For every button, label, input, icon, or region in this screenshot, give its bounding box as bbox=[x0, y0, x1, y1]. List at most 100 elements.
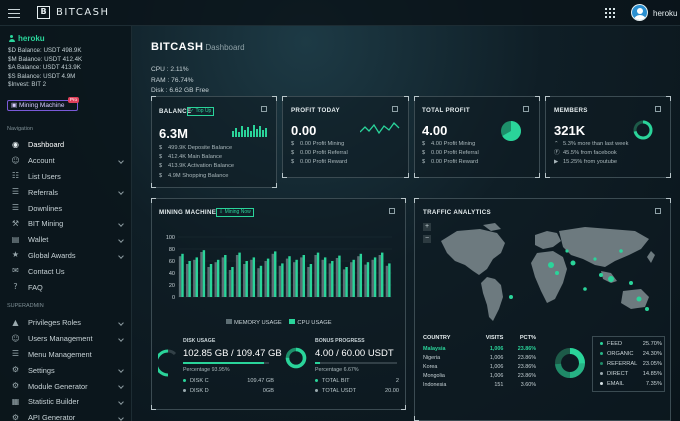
cpu-usage-bar bbox=[288, 256, 291, 297]
chevron-down-icon bbox=[118, 383, 124, 390]
table-row[interactable]: Mongolia 1,006 23.86% bbox=[423, 372, 536, 381]
profit-today-breakdown: $0.00 Profit Mining $0.00 Profit Referra… bbox=[291, 140, 348, 168]
referral-row: EMAIL 7.35% bbox=[600, 381, 662, 387]
chevron-down-icon bbox=[118, 320, 124, 326]
list-item: $4.00 Profit Mining bbox=[422, 141, 476, 147]
balance-card: BALANCE ✓ Top Up 6.3M $499.9K Deposite B… bbox=[151, 96, 277, 188]
expand-icon[interactable] bbox=[389, 208, 395, 214]
sidebar-item-list-users[interactable]: ☷ List Users bbox=[0, 169, 132, 185]
sidebar-item-privileges-roles[interactable]: ▲ Privileges Roles bbox=[0, 315, 132, 331]
account-icon: ☺ bbox=[11, 155, 20, 165]
expand-icon[interactable] bbox=[655, 208, 661, 214]
memory-usage-bar bbox=[264, 261, 267, 297]
table-row[interactable]: Korea 1,006 23.86% bbox=[423, 362, 536, 371]
table-cell-pct: 3.60% bbox=[520, 382, 536, 389]
sidebar-item-api-generator[interactable]: ⚙ API Generator bbox=[0, 410, 132, 421]
sidebar-item-global-awards[interactable]: ★ Global Awards bbox=[0, 248, 132, 264]
sidebar-item-downlines[interactable]: ☰ Downlines bbox=[0, 200, 132, 216]
sidebar-item-menu-management[interactable]: ☰ Menu Management bbox=[0, 347, 132, 363]
total-profit-value: 4.00 bbox=[422, 123, 448, 138]
legend-dot bbox=[600, 351, 603, 355]
memory-usage-bar bbox=[193, 259, 196, 297]
memory-usage-bar bbox=[307, 267, 310, 297]
user-icon bbox=[8, 35, 15, 42]
list-item: $0.00 Profit Reward bbox=[291, 159, 348, 166]
system-info: CPU : 2.11% RAM : 76.74% Disk : 6.62 GB … bbox=[151, 65, 209, 97]
expand-icon[interactable] bbox=[655, 106, 661, 112]
privileges-icon: ▲ bbox=[12, 317, 19, 327]
sidebar: heroku $D Balance: USDT 498.9K $M Balanc… bbox=[0, 26, 132, 421]
column-header: VISITS bbox=[485, 335, 504, 341]
top-up-button[interactable]: ✓ Top Up bbox=[187, 107, 215, 116]
chip-icon: ▣ bbox=[11, 102, 19, 109]
referral-row: DIRECT 14.85% bbox=[600, 371, 662, 377]
hamburger-menu-icon[interactable] bbox=[8, 9, 20, 18]
cpu-usage-bar bbox=[359, 253, 363, 297]
y-tick-label: 40 bbox=[169, 271, 175, 277]
expand-icon[interactable] bbox=[261, 106, 267, 112]
mining-icon: ⚒ bbox=[11, 218, 20, 228]
nav-item-label: Account bbox=[28, 156, 55, 166]
sidebar-item-faq[interactable]: ? FAQ bbox=[0, 279, 132, 295]
memory-usage-bar bbox=[300, 257, 303, 297]
sidebar-item-account[interactable]: ☺ Account bbox=[0, 153, 132, 169]
sidebar-item-dashboard[interactable]: ◉ Dashboard bbox=[0, 137, 132, 153]
users-management-icon: ☺ bbox=[11, 333, 20, 343]
avatar[interactable] bbox=[631, 4, 648, 21]
mining-machine-button[interactable]: ▣ Mining Machine bbox=[7, 100, 78, 111]
sidebar-item-users-management[interactable]: ☺ Users Management bbox=[0, 331, 132, 347]
profit-today-title: PROFIT TODAY bbox=[291, 107, 340, 114]
mining-now-button[interactable]: ⇩ Mining Now bbox=[216, 208, 254, 217]
sidebar-item-contact-us[interactable]: ✉ Contact Us bbox=[0, 263, 132, 279]
sidebar-item-statistic-builder[interactable]: ▦ Statistic Builder bbox=[0, 394, 132, 410]
nav-item-label: Global Awards bbox=[28, 250, 76, 260]
facebook-icon: Ⓕ bbox=[554, 150, 560, 157]
sidebar-item-module-generator[interactable]: ⚙ Module Generator bbox=[0, 378, 132, 394]
module-generator-icon: ⚙ bbox=[11, 381, 20, 391]
sidebar-item-wallet[interactable]: ▤ Wallet bbox=[0, 232, 132, 248]
sidebar-username: heroku bbox=[18, 34, 45, 43]
sidebar-item-referrals[interactable]: ☰ Referrals bbox=[0, 184, 132, 200]
legend-memory: MEMORY USAGE bbox=[226, 319, 282, 326]
referral-row: ORGANIC 24.30% bbox=[600, 351, 662, 357]
memory-usage-bar bbox=[250, 259, 253, 297]
zoom-in-button[interactable]: + bbox=[423, 223, 431, 231]
sidebar-item-settings[interactable]: ⚙ Settings bbox=[0, 362, 132, 378]
cpu-usage-bar bbox=[231, 267, 234, 297]
chevron-down-icon bbox=[118, 399, 124, 405]
ram-info: RAM : 76.74% bbox=[151, 76, 194, 84]
cpu-usage-bar bbox=[345, 267, 348, 297]
chevron-down-icon bbox=[118, 157, 124, 164]
nav-item-label: Settings bbox=[28, 365, 55, 375]
mining-title: MINING MACHINE bbox=[159, 209, 217, 216]
legend-dot bbox=[600, 341, 603, 345]
sidebar-user[interactable]: heroku bbox=[8, 34, 45, 43]
logo-icon: B bbox=[37, 6, 50, 19]
expand-icon[interactable] bbox=[392, 106, 398, 112]
apps-grid-icon[interactable] bbox=[605, 8, 615, 18]
expand-icon[interactable] bbox=[523, 106, 529, 112]
table-row[interactable]: Malaysia 1,006 23.86% bbox=[423, 344, 536, 353]
table-cell-pct: 23.86% bbox=[517, 373, 536, 380]
settings-icon: ⚙ bbox=[11, 365, 20, 375]
api-generator-icon: ⚙ bbox=[11, 412, 20, 421]
cpu-usage-bar bbox=[224, 255, 227, 297]
bonus-percentage: Percentage 6.67% bbox=[315, 367, 359, 373]
zoom-out-button[interactable]: − bbox=[423, 235, 431, 243]
list-item: $499.9K Deposite Balance bbox=[159, 145, 233, 151]
memory-usage-bar bbox=[285, 258, 289, 297]
world-map[interactable] bbox=[435, 221, 667, 327]
table-row[interactable]: Indonesia 151 3.60% bbox=[423, 381, 536, 390]
table-row[interactable]: Nigeria 1,006 23.86% bbox=[423, 353, 536, 362]
cpu-usage-bar bbox=[373, 257, 377, 297]
sidebar-item-bit-mining[interactable]: ⚒ BIT Mining bbox=[0, 216, 132, 232]
cpu-usage-bar bbox=[252, 257, 256, 297]
cpu-info: CPU : 2.11% bbox=[151, 66, 189, 73]
referral-row: REFERRAL 23.05% bbox=[600, 361, 662, 367]
cpu-usage-bar bbox=[352, 259, 355, 297]
cpu-usage-bar bbox=[338, 255, 341, 297]
list-item: $0.00 Profit Referral bbox=[291, 150, 348, 157]
list-item: $0.00 Profit Mining bbox=[291, 141, 345, 147]
top-username[interactable]: heroku bbox=[653, 9, 678, 18]
balance-value: 6.3M bbox=[159, 126, 188, 141]
